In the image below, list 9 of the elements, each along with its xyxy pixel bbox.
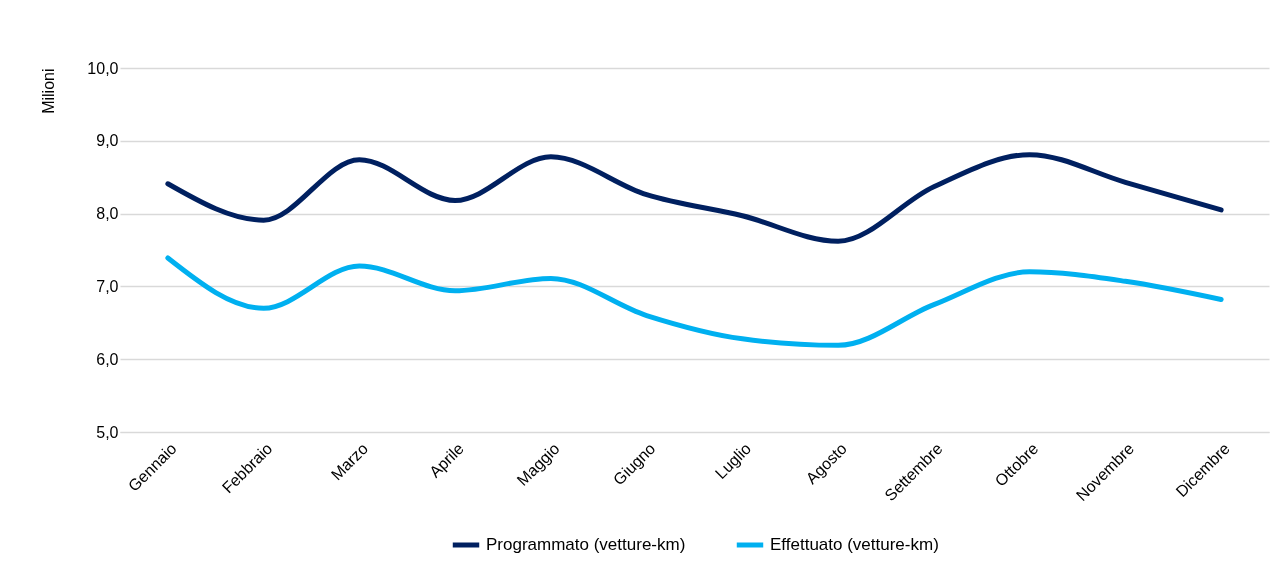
y-axis-title: Milioni — [40, 68, 58, 114]
y-tick-label: 8,0 — [96, 205, 119, 223]
y-tick-label: 10,0 — [87, 59, 119, 77]
legend-label: Programmato (vetture-km) — [486, 535, 686, 554]
y-tick-label: 7,0 — [96, 277, 119, 295]
y-tick-label: 5,0 — [96, 423, 119, 441]
legend-label: Effettuato (vetture-km) — [770, 535, 939, 554]
y-tick-label: 9,0 — [96, 132, 119, 150]
y-tick-label: 6,0 — [96, 350, 119, 368]
